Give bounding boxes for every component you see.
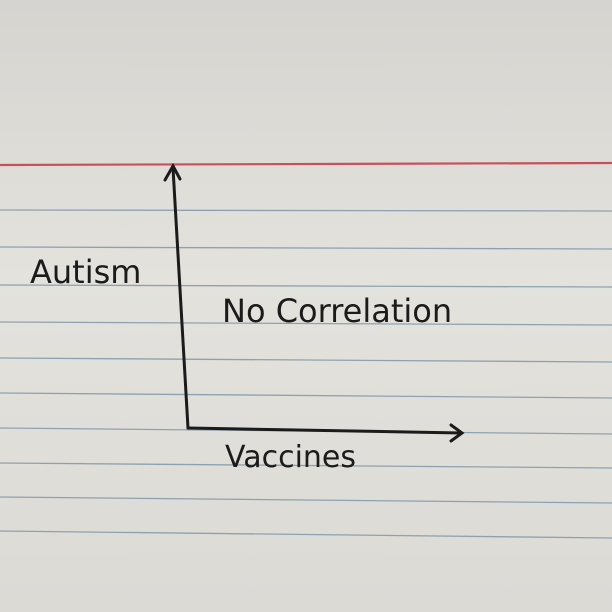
x-axis-arrowhead xyxy=(449,423,465,443)
ruled-line xyxy=(0,462,612,469)
y-axis xyxy=(163,162,190,430)
ruled-line xyxy=(0,246,612,250)
ruled-line xyxy=(0,357,612,363)
ruled-line xyxy=(0,209,612,212)
chart-annotation: No Correlation xyxy=(222,292,452,330)
ruled-lines xyxy=(0,209,612,539)
ruled-line xyxy=(0,392,612,399)
x-axis xyxy=(186,423,465,443)
x-axis-line xyxy=(186,426,463,435)
y-axis-line xyxy=(171,166,190,430)
ruled-line xyxy=(0,496,612,504)
y-axis-arrowhead xyxy=(163,162,182,182)
ruled-line xyxy=(0,321,612,326)
ruled-line xyxy=(0,284,612,288)
x-axis-label: Vaccines xyxy=(225,440,356,475)
y-axis-label: Autism xyxy=(30,253,141,291)
ruled-line xyxy=(0,530,612,539)
red-header-rule xyxy=(0,161,612,167)
